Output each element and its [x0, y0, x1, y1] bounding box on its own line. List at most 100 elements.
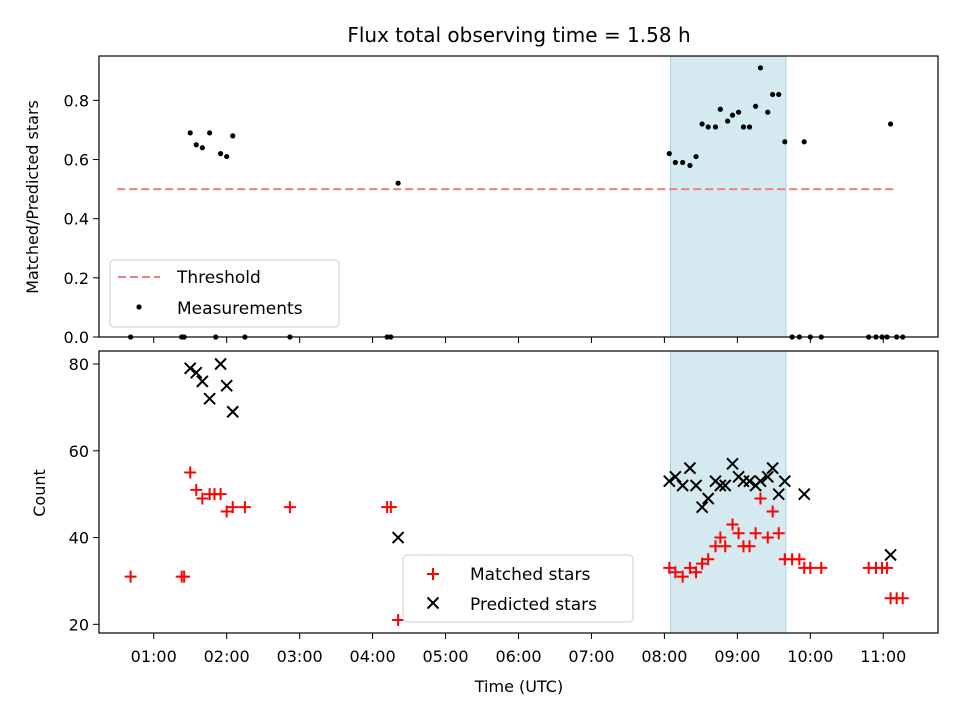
x-tick-label: 03:00	[277, 647, 323, 666]
predicted-star-point	[798, 487, 811, 501]
matched-star-point	[669, 566, 682, 579]
y-tick-label: 0.4	[64, 210, 89, 229]
predicted-star-point	[754, 474, 767, 488]
matched-star-point	[719, 540, 732, 553]
measurement-point	[887, 121, 894, 127]
predicted-star-point	[701, 492, 715, 505]
matched-star-point	[238, 501, 251, 514]
legend-predicted-swatch	[426, 596, 440, 610]
matched-star-point	[772, 527, 785, 540]
matched-star-point	[214, 488, 227, 501]
highlight-span	[669, 350, 787, 634]
matched-star-point	[384, 501, 397, 514]
measurement-point	[776, 91, 782, 98]
y-tick-label: 0.0	[64, 328, 89, 347]
matched-star-point	[696, 557, 709, 570]
predicted-star-point	[203, 392, 216, 405]
y-tick-label: 60	[69, 442, 89, 461]
predicted-star-point	[676, 479, 689, 492]
measurement-point	[680, 159, 686, 166]
predicted-star-point	[220, 379, 233, 392]
matched-star-point	[190, 483, 203, 496]
measurement-point	[224, 153, 230, 160]
measurement-point	[746, 124, 753, 130]
predicted-star-point	[683, 461, 697, 475]
matched-star-point	[766, 505, 779, 518]
y-tick-label: 0.6	[64, 151, 89, 170]
measurement-point	[725, 118, 731, 124]
legend-measurement-label: Measurements	[177, 299, 303, 319]
measurement-point	[230, 133, 236, 139]
matched-star-point	[880, 561, 893, 574]
x-tick-label: 02:00	[204, 647, 250, 666]
measurement-point	[193, 142, 199, 148]
x-tick-label: 06:00	[495, 647, 541, 666]
measurement-point	[705, 124, 711, 130]
matched-star-point	[896, 592, 909, 605]
matched-star-point	[196, 492, 209, 505]
measurement-point	[782, 139, 788, 145]
y-tick-label: 20	[69, 615, 89, 634]
predicted-star-point	[778, 474, 791, 488]
ratio-legend-box	[109, 259, 340, 328]
measurement-point	[735, 109, 742, 115]
predicted-star-point	[719, 479, 732, 492]
x-tick-label: 07:00	[568, 647, 614, 666]
x-tick-label: 11:00	[860, 647, 906, 666]
legend-predicted-label: Predicted stars	[470, 595, 597, 615]
measurement-point	[753, 103, 759, 109]
matched-star-point	[754, 492, 767, 505]
predicted-star-point	[214, 357, 227, 371]
x-tick-label: 09:00	[714, 647, 760, 666]
highlight-span	[669, 55, 787, 338]
matched-star-point	[690, 566, 703, 579]
measurement-point	[699, 121, 705, 127]
matched-star-point	[676, 570, 689, 583]
measurement-point	[717, 106, 723, 112]
y-tick-label: 80	[69, 355, 89, 374]
measurement-point	[729, 112, 736, 118]
predicted-star-point	[884, 548, 897, 562]
matched-star-point	[283, 501, 296, 514]
y-tick-label: 0.8	[64, 91, 89, 110]
measurement-point	[199, 145, 205, 151]
count-y-axis-label: Count	[30, 469, 49, 517]
measurement-point	[801, 139, 807, 145]
x-tick-label: 01:00	[131, 647, 177, 666]
legend-threshold-label: Threshold	[176, 268, 261, 288]
legend-measurement-swatch	[136, 304, 142, 310]
predicted-star-point	[772, 487, 785, 501]
plot-area: 0.0 0.2 0.4 0.6 0.8 20 40 60 80 01:00 02:00 03:00 04…	[64, 55, 939, 666]
matched-star-point	[392, 613, 405, 626]
chart-title: Flux total observing time = 1.58 h	[347, 23, 690, 47]
matched-star-point	[726, 518, 739, 531]
x-axis-label: Time (UTC)	[474, 677, 563, 696]
predicted-star-point	[391, 531, 405, 544]
x-tick-label: 04:00	[350, 647, 396, 666]
measurement-point	[395, 180, 401, 186]
predicted-star-point	[196, 375, 209, 388]
matched-star-point	[683, 561, 696, 574]
matched-star-point	[815, 561, 828, 574]
matched-star-point	[761, 531, 774, 544]
matched-star-point	[663, 561, 676, 574]
predicted-star-point	[190, 366, 203, 379]
predicted-star-point	[689, 479, 703, 492]
predicted-star-point	[714, 479, 727, 492]
matched-star-point	[702, 553, 715, 566]
matched-star-point	[749, 527, 762, 540]
x-tick-label: 10:00	[787, 647, 833, 666]
measurement-point	[207, 130, 213, 136]
measurement-point	[187, 130, 193, 136]
matched-star-point	[124, 570, 137, 583]
count-legend-box	[402, 554, 634, 623]
measurement-point	[693, 153, 699, 160]
y-tick-label: 40	[69, 529, 89, 548]
matched-star-point	[178, 570, 191, 583]
matched-star-point	[743, 540, 756, 553]
measurement-point	[712, 124, 719, 130]
x-tick-label: 05:00	[422, 647, 468, 666]
measurement-point	[672, 159, 678, 166]
predicted-star-point	[695, 500, 709, 514]
predicted-star-point	[743, 474, 756, 488]
